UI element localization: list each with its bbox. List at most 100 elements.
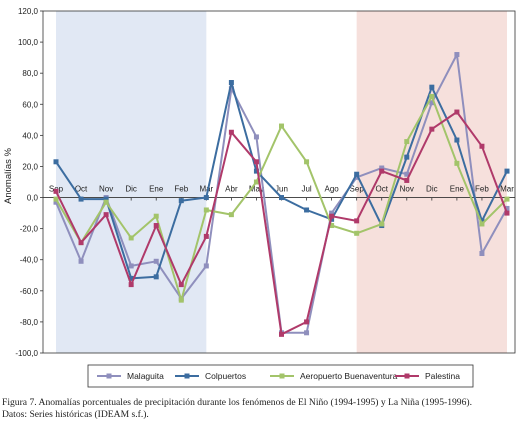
legend-label: Malaguita [127, 371, 164, 381]
x-tick-label: Abr [225, 185, 238, 194]
y-tick-label: 120,0 [18, 7, 39, 16]
data-point [304, 330, 310, 336]
data-point [454, 137, 460, 143]
x-tick-label: Feb [475, 185, 489, 194]
data-point [379, 221, 385, 227]
y-tick-label: 80,0 [22, 69, 38, 78]
caption-line-2: Datos: Series históricas (IDEAM s.f.). [2, 409, 149, 421]
shaded-period-2 [356, 11, 507, 353]
data-point [504, 196, 510, 202]
data-point [354, 218, 360, 224]
data-point [178, 198, 184, 204]
legend-item: Malaguita [97, 371, 164, 381]
data-point [203, 233, 209, 239]
legend-item: Palestina [395, 371, 460, 381]
data-point [329, 213, 335, 219]
data-point [103, 199, 109, 205]
x-tick-label: Dic [125, 185, 137, 194]
data-point [429, 126, 435, 132]
data-point [228, 86, 234, 92]
data-point [354, 174, 360, 180]
data-point [379, 165, 385, 171]
data-point [404, 139, 410, 145]
data-point [379, 168, 385, 174]
data-point [78, 240, 84, 246]
data-point [178, 297, 184, 303]
y-tick-label: -100,0 [15, 349, 38, 358]
data-point [479, 221, 485, 227]
data-point [203, 207, 209, 213]
data-point [304, 319, 310, 325]
x-tick-label: Mar [199, 185, 213, 194]
data-point [479, 143, 485, 149]
data-point [404, 171, 410, 177]
data-point [228, 80, 234, 86]
data-point [429, 94, 435, 99]
data-point [354, 230, 360, 236]
data-point [153, 258, 159, 264]
y-tick-label: -40,0 [20, 256, 39, 265]
x-tick-label: Ene [149, 185, 164, 194]
legend-swatch-marker [106, 373, 112, 379]
y-axis: 120,0 100,0 80,0 60,0 40,0 20,0 0,0 -20,0 -40,0 -… [15, 7, 43, 358]
legend-label: Colpuertos [205, 371, 246, 381]
x-tick-label: Feb [174, 185, 188, 194]
y-tick-label: 20,0 [22, 162, 38, 171]
line-chart: 120,0 100,0 80,0 60,0 40,0 20,0 0,0 -20,0 -40,0 -… [3, 7, 516, 388]
data-point [78, 196, 84, 202]
data-point [454, 52, 460, 58]
x-tick-label: Nov [99, 185, 113, 194]
y-tick-label: 40,0 [22, 131, 38, 140]
data-point [203, 263, 209, 269]
data-point [504, 205, 510, 211]
data-point [504, 168, 510, 174]
series-aeropuerto-buenaventura [53, 94, 510, 303]
legend-swatch-marker [279, 373, 285, 379]
x-tick-label: Jul [301, 185, 311, 194]
data-point [53, 199, 59, 205]
data-point [153, 213, 159, 219]
y-axis-label: Anomalías % [3, 147, 14, 204]
x-tick-label: Mar [500, 185, 514, 194]
data-point [128, 282, 134, 288]
legend: Malaguita Colpuertos Aeropuerto Buenaventu… [87, 364, 474, 388]
x-tick-label: Nov [400, 185, 414, 194]
data-point [429, 84, 435, 90]
data-point [253, 159, 259, 165]
data-point [404, 177, 410, 183]
series-colpuertos [53, 80, 510, 281]
data-point [329, 223, 335, 229]
y-tick-label: -80,0 [20, 318, 39, 327]
data-point [253, 134, 259, 140]
y-tick-label: 0,0 [27, 194, 39, 203]
y-tick-label: -20,0 [20, 225, 39, 234]
data-point [279, 331, 284, 337]
legend-label: Palestina [425, 371, 460, 381]
data-point [153, 274, 159, 280]
data-point [454, 160, 460, 166]
plot-frame [42, 10, 516, 354]
series-lines [53, 52, 510, 337]
legend-label: Aeropuerto Buenaventura [300, 371, 398, 381]
plot-border [42, 10, 516, 354]
data-point [279, 123, 284, 129]
figure-caption: Figura 7. Anomalías porcentuales de prec… [2, 397, 525, 422]
legend-item: Aeropuerto Buenaventura [270, 371, 398, 381]
data-point [128, 275, 134, 281]
data-point [253, 168, 259, 174]
data-point [253, 179, 259, 185]
x-tick-label: Sep [350, 185, 365, 194]
data-point [103, 196, 109, 202]
chart-container: 120,0 100,0 80,0 60,0 40,0 20,0 0,0 -20,0 -40,0 -… [3, 7, 516, 388]
x-tick-label: May [249, 185, 264, 194]
y-tick-label: 100,0 [18, 38, 39, 47]
data-point [128, 235, 134, 241]
data-point [304, 159, 310, 165]
shaded-period-1 [56, 11, 207, 353]
data-point [178, 282, 184, 288]
data-point [78, 258, 84, 264]
x-tick-label: Ene [450, 185, 465, 194]
data-point [329, 210, 335, 216]
data-point [304, 207, 310, 213]
series-palestina [53, 109, 510, 337]
